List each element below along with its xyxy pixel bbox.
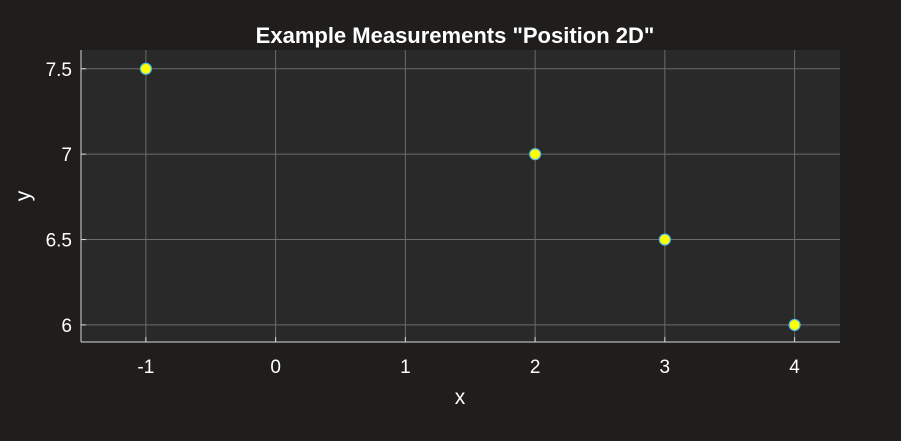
- y-tick-label: 7: [61, 145, 72, 166]
- x-tick-label: 3: [660, 357, 671, 378]
- x-tick-label: 0: [270, 357, 281, 378]
- y-tick-label: 6.5: [46, 231, 72, 252]
- y-axis-label: y: [12, 190, 35, 201]
- x-axis-label: x: [455, 386, 466, 409]
- x-tick-label: 2: [530, 357, 541, 378]
- x-tick-label: 1: [400, 357, 411, 378]
- data-point: [788, 318, 801, 332]
- grid: [81, 50, 840, 342]
- tick-labels: -1 0 1 2 3 4 6 6.5 7 7.5: [46, 60, 801, 378]
- y-tick-label: 7.5: [46, 60, 72, 81]
- x-tick-label: 4: [789, 357, 800, 378]
- plot-area: [81, 50, 840, 342]
- axes: [80, 50, 840, 343]
- data-point: [658, 233, 671, 246]
- data-point: [529, 148, 542, 161]
- data-points: [139, 62, 801, 332]
- x-tick-label: -1: [137, 357, 154, 378]
- y-tick-label: 6: [61, 316, 72, 337]
- chart-title: Example Measurements "Position 2D": [256, 23, 655, 48]
- data-point: [139, 62, 152, 75]
